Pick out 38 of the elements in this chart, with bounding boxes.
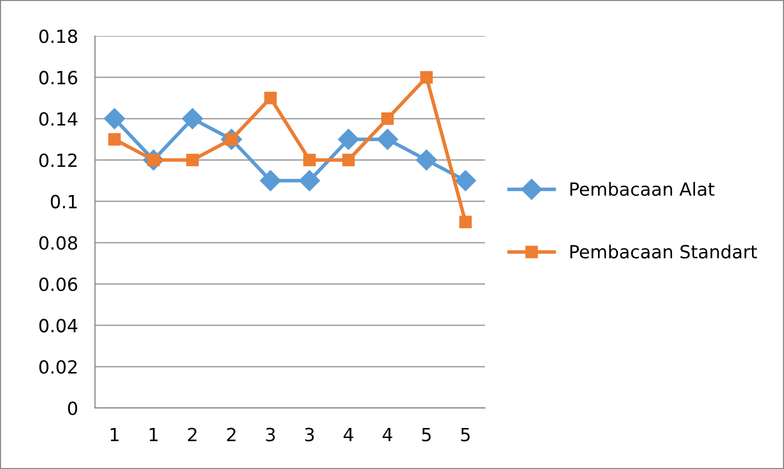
point — [416, 149, 438, 171]
legend-label: Pembacaan Standart — [570, 244, 757, 259]
point — [342, 154, 355, 166]
y-tick-label: 0.06 — [39, 277, 78, 292]
point — [108, 133, 121, 146]
y-tick-label: 0 — [68, 401, 78, 416]
y-tick-label: 0.02 — [39, 360, 77, 374]
y-tick-label: 0.18 — [39, 29, 78, 44]
y-tick-label: 0.08 — [39, 236, 78, 250]
x-tick-label: 1 — [150, 428, 158, 442]
point — [186, 154, 199, 166]
point — [338, 128, 360, 150]
y-tick-label: 0.16 — [39, 70, 78, 84]
y-tick-label: 0.14 — [39, 112, 78, 126]
point — [104, 108, 126, 130]
point — [381, 112, 394, 125]
point — [454, 170, 476, 192]
x-tick-label: 4 — [344, 428, 354, 442]
y-tick-label: 0.1 — [50, 194, 77, 208]
x-tick-label: 2 — [227, 428, 236, 442]
x-tick-label: 2 — [188, 428, 196, 442]
x-tick-label: 5 — [461, 428, 470, 442]
point — [182, 108, 204, 130]
x-tick-label: 4 — [382, 428, 392, 442]
x-tick-label: 1 — [110, 428, 119, 442]
y-tick-label: 0.04 — [39, 318, 78, 332]
point — [260, 170, 282, 192]
point — [303, 154, 316, 166]
x-tick-label: 5 — [422, 428, 431, 442]
x-tick-label: 3 — [305, 428, 314, 442]
x-tick-label: 3 — [266, 428, 275, 442]
legend-label: Pembacaan Alat — [570, 182, 714, 196]
point — [459, 216, 472, 228]
point — [264, 92, 277, 104]
point — [298, 170, 320, 192]
point — [420, 71, 433, 84]
point — [376, 128, 398, 150]
y-tick-label: 0.12 — [39, 153, 77, 168]
